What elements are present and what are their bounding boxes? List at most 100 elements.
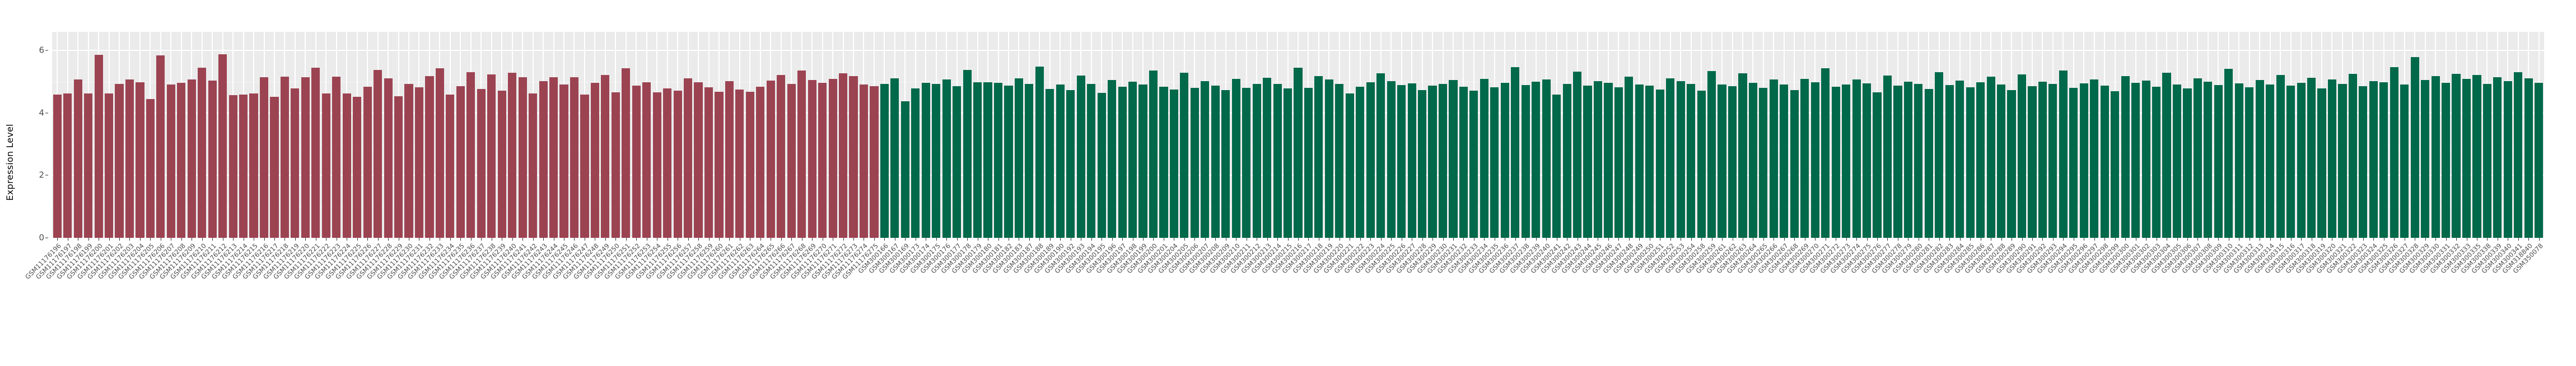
bar[interactable] — [1562, 84, 1571, 238]
bar[interactable] — [735, 90, 744, 238]
bar[interactable] — [1304, 88, 1313, 238]
bar[interactable] — [2369, 81, 2378, 238]
bar[interactable] — [2111, 91, 2120, 238]
bar[interactable] — [104, 93, 114, 238]
bar[interactable] — [1769, 79, 1778, 238]
bar[interactable] — [1459, 86, 1468, 238]
bar[interactable] — [2431, 76, 2440, 238]
bar[interactable] — [1655, 89, 1664, 238]
bar[interactable] — [1252, 83, 1261, 238]
bar[interactable] — [2338, 83, 2347, 238]
bar[interactable] — [1956, 80, 1964, 238]
bar[interactable] — [1800, 78, 1809, 238]
bar[interactable] — [2193, 78, 2202, 238]
bar[interactable] — [1025, 84, 1034, 238]
bar[interactable] — [2317, 88, 2326, 238]
bar[interactable] — [1604, 83, 1613, 238]
bar[interactable] — [1231, 78, 1240, 238]
bar[interactable] — [559, 84, 568, 238]
bar[interactable] — [921, 82, 930, 238]
bar[interactable] — [2152, 86, 2161, 238]
bar[interactable] — [1324, 79, 1333, 238]
bar[interactable] — [704, 87, 713, 238]
bar[interactable] — [1014, 78, 1024, 238]
bar[interactable] — [1159, 87, 1168, 238]
bar[interactable] — [2245, 87, 2254, 238]
bar[interactable] — [166, 85, 175, 238]
bar[interactable] — [2390, 67, 2398, 238]
bar[interactable] — [1903, 82, 1912, 238]
bar[interactable] — [777, 74, 786, 238]
bar[interactable] — [1924, 89, 1933, 238]
bar[interactable] — [973, 82, 982, 238]
bar[interactable] — [1697, 91, 1706, 238]
bar[interactable] — [332, 76, 341, 238]
bar[interactable] — [125, 79, 134, 238]
bar[interactable] — [529, 93, 538, 238]
bar[interactable] — [2514, 72, 2523, 238]
bar[interactable] — [787, 83, 796, 238]
bar[interactable] — [1480, 79, 1488, 238]
bar[interactable] — [1180, 73, 1189, 238]
bar[interactable] — [1004, 85, 1013, 238]
bar[interactable] — [900, 101, 909, 238]
bar[interactable] — [353, 96, 362, 238]
bar[interactable] — [2172, 84, 2182, 238]
bar[interactable] — [1676, 81, 1685, 238]
bar[interactable] — [1542, 79, 1551, 238]
bar[interactable] — [1366, 82, 1375, 238]
bar[interactable] — [1572, 72, 1582, 238]
bar[interactable] — [890, 78, 899, 238]
bar[interactable] — [1552, 95, 1561, 238]
bar[interactable] — [942, 79, 951, 238]
bar[interactable] — [932, 83, 941, 238]
bar[interactable] — [1428, 85, 1437, 238]
bar[interactable] — [828, 79, 837, 238]
bar[interactable] — [1397, 85, 1406, 238]
bar[interactable] — [1449, 80, 1458, 238]
bar[interactable] — [1087, 84, 1096, 238]
bar[interactable] — [2452, 73, 2461, 238]
bar[interactable] — [2327, 79, 2337, 238]
bar[interactable] — [1438, 84, 1448, 238]
bar[interactable] — [84, 93, 93, 238]
bar[interactable] — [394, 96, 403, 238]
bar[interactable] — [435, 68, 444, 238]
bar[interactable] — [301, 77, 310, 238]
bar[interactable] — [725, 81, 734, 238]
bar[interactable] — [663, 88, 672, 238]
bar[interactable] — [291, 88, 300, 238]
bar[interactable] — [2535, 82, 2544, 238]
bar[interactable] — [2007, 90, 2016, 238]
bar[interactable] — [2183, 88, 2192, 238]
bar[interactable] — [1056, 85, 1065, 238]
bar[interactable] — [280, 76, 290, 238]
bar[interactable] — [756, 87, 765, 238]
bar[interactable] — [1821, 68, 1830, 238]
bar[interactable] — [1356, 86, 1365, 238]
bar[interactable] — [1914, 83, 1923, 238]
bar[interactable] — [2266, 85, 2275, 238]
bar[interactable] — [1842, 84, 1851, 238]
bar[interactable] — [2224, 69, 2233, 238]
bar[interactable] — [2100, 85, 2109, 238]
bar[interactable] — [1076, 75, 1085, 238]
bar[interactable] — [1986, 77, 1995, 238]
bar[interactable] — [1046, 89, 1054, 238]
bar[interactable] — [1221, 90, 1230, 238]
bar[interactable] — [187, 79, 196, 238]
bar[interactable] — [146, 99, 155, 238]
bar[interactable] — [1748, 83, 1758, 238]
bar[interactable] — [508, 72, 517, 238]
bar[interactable] — [2079, 83, 2088, 238]
bar[interactable] — [1976, 82, 1985, 238]
bar[interactable] — [177, 82, 186, 238]
bar[interactable] — [2348, 73, 2357, 238]
bar[interactable] — [1376, 73, 1385, 238]
bar[interactable] — [94, 55, 103, 238]
bar[interactable] — [1263, 77, 1272, 238]
bar[interactable] — [446, 95, 455, 238]
bar[interactable] — [2421, 80, 2430, 238]
bar[interactable] — [1335, 83, 1344, 238]
bar[interactable] — [1625, 76, 1634, 238]
